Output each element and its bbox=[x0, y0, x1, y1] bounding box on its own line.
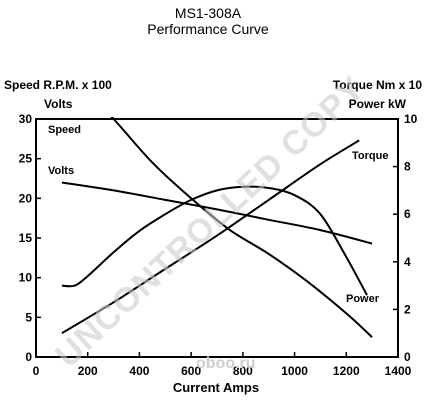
series-label-power: Power bbox=[346, 293, 380, 305]
left-tick-label: 25 bbox=[19, 152, 33, 166]
left-tick-label: 5 bbox=[25, 310, 32, 324]
series-label-speed: Speed bbox=[48, 124, 81, 136]
left-tick-label: 0 bbox=[25, 350, 32, 364]
left-axis-ticks: 0 5 10 15 20 25 30 bbox=[19, 112, 41, 364]
watermark-text: UNCONTROLLED COPY bbox=[48, 69, 372, 375]
left-tick-label: 15 bbox=[19, 231, 33, 245]
right-tick-label: 2 bbox=[404, 302, 411, 316]
right-tick-label: 6 bbox=[404, 207, 411, 221]
x-tick-label: 800 bbox=[233, 364, 253, 378]
right-axis-ticks: 0 2 4 6 8 10 bbox=[393, 112, 418, 364]
right-tick-label: 4 bbox=[404, 255, 411, 269]
watermark-brand: oboo.ru bbox=[196, 355, 256, 372]
series-line-power bbox=[61, 185, 368, 296]
series-label-volts: Volts bbox=[48, 165, 74, 177]
right-tick-label: 10 bbox=[404, 112, 418, 126]
series-line-speed bbox=[110, 117, 373, 338]
left-tick-label: 30 bbox=[19, 112, 33, 126]
x-tick-label: 1000 bbox=[281, 364, 308, 378]
x-axis-label: Current Amps bbox=[173, 380, 259, 395]
chart-title: MS1-308A bbox=[175, 5, 242, 21]
right-axis-label-torque: Torque Nm x 10 bbox=[333, 78, 422, 92]
right-axis-label-power: Power kW bbox=[349, 97, 407, 111]
left-axis-label-speed: Speed R.P.M. x 100 bbox=[4, 78, 112, 92]
x-tick-label: 1400 bbox=[385, 364, 412, 378]
left-axis-label-volts: Volts bbox=[44, 97, 73, 111]
series-line-torque bbox=[61, 139, 360, 335]
right-tick-label: 0 bbox=[404, 350, 411, 364]
x-tick-label: 400 bbox=[129, 364, 149, 378]
x-tick-label: 200 bbox=[78, 364, 98, 378]
chart-subtitle: Performance Curve bbox=[147, 21, 269, 37]
left-tick-label: 10 bbox=[19, 271, 33, 285]
x-tick-label: 0 bbox=[33, 364, 40, 378]
x-axis-ticks: 0 200 400 600 800 1000 1200 1400 bbox=[33, 352, 412, 378]
series-line-volts bbox=[61, 181, 373, 245]
series-lines bbox=[61, 117, 373, 338]
left-tick-label: 20 bbox=[19, 191, 33, 205]
series-label-torque: Torque bbox=[352, 150, 388, 162]
x-tick-label: 600 bbox=[181, 364, 201, 378]
x-tick-label: 1200 bbox=[333, 364, 360, 378]
right-tick-label: 8 bbox=[404, 160, 411, 174]
